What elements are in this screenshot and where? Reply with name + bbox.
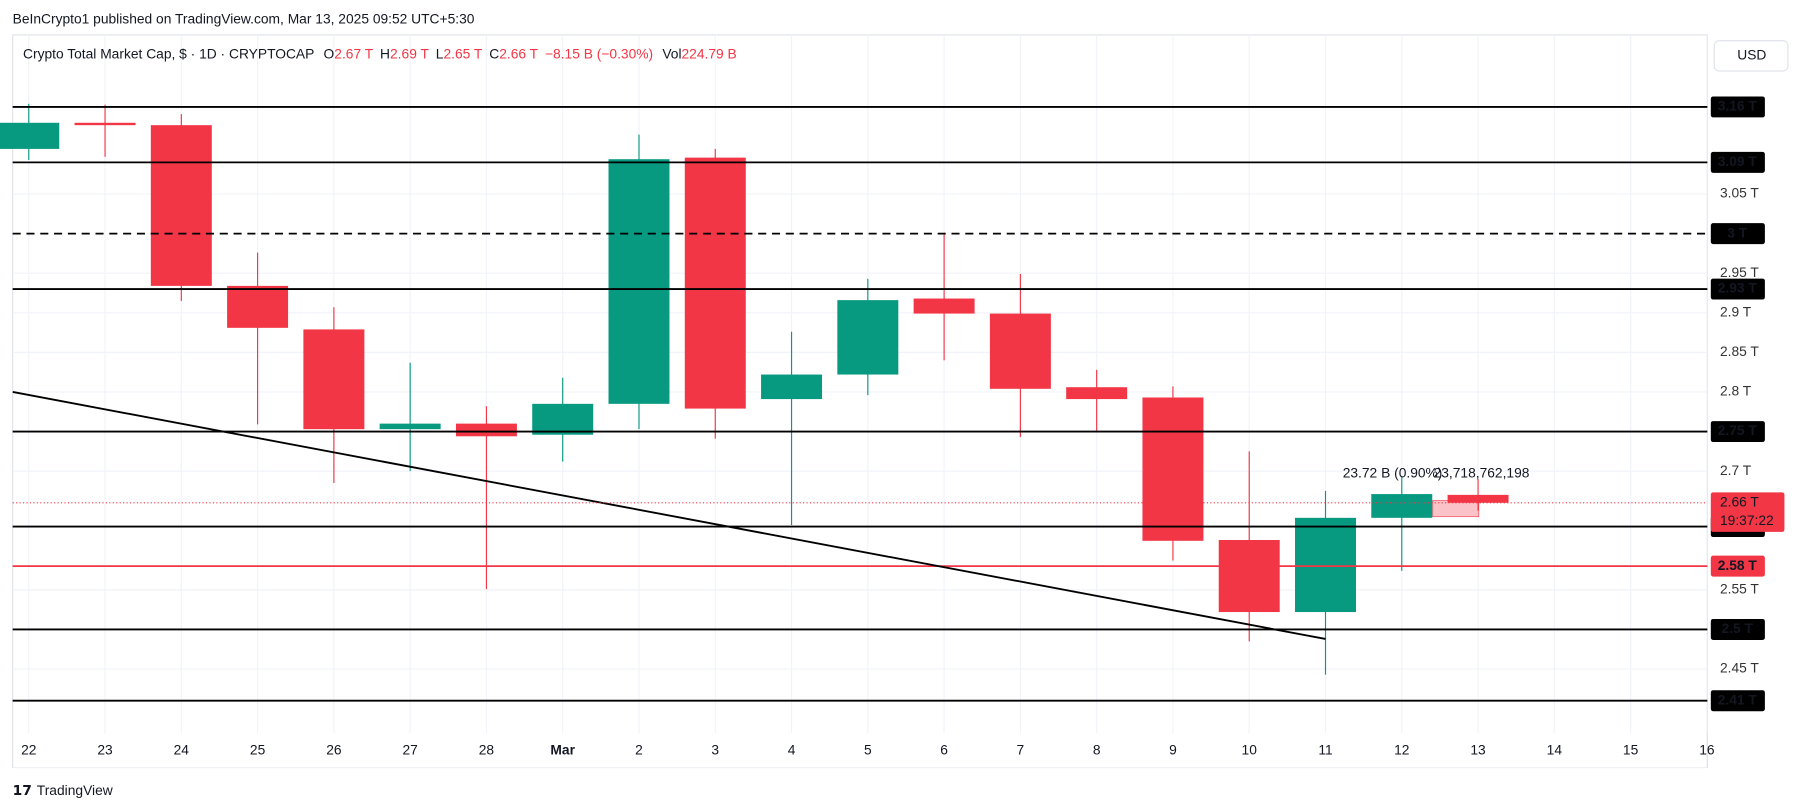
candle-body [227,285,289,328]
legend-key: H [380,45,390,61]
x-tick-label: 8 [1093,741,1101,757]
x-tick-label: 2 [635,741,643,757]
candle-body [989,313,1051,389]
footer-bg [0,768,1804,803]
candle-body [532,403,594,435]
candle-body [0,122,60,149]
x-tick-label: 5 [864,741,872,757]
logo-mark: 𝟭𝟳 [13,782,32,798]
candle-body [1371,494,1433,518]
projection-box [1432,500,1480,518]
legend-volume: 224.79 B [682,45,737,61]
candle-body [455,423,517,437]
legend-value: 2.67 T [334,45,373,61]
candle-body [379,423,441,430]
footer-logo: TradingView [37,782,114,798]
legend-key: O [324,45,335,61]
candle-body [1066,387,1128,400]
x-tick-label: 10 [1242,741,1258,757]
level-tag [1710,555,1765,577]
level-tag [1710,151,1765,173]
candle-body [1142,397,1204,541]
y-tick-label: 2.9 T [1720,303,1752,319]
candle-body [150,125,212,286]
legend: Crypto Total Market Cap, $ · 1D · CRYPTO… [23,45,737,61]
last-price-label: 2.66 T [1720,493,1759,509]
level-label: 2.5 T [1722,620,1754,636]
x-tick-label: 27 [402,741,418,757]
last-price-tag [1710,492,1785,532]
trendline [12,391,1326,640]
candles [0,103,1509,675]
candle-body [837,300,899,375]
countdown: 19:37:22 [1720,512,1774,528]
x-tick-label: 4 [788,741,796,757]
candle-body [74,122,136,126]
candle-body [761,374,823,400]
level-label: 3 T [1727,224,1747,240]
legend-value: 2.69 T [390,45,429,61]
y-tick-label: 2.85 T [1720,343,1759,359]
legend-title: Crypto Total Market Cap, $ · 1D · CRYPTO… [23,45,314,61]
level-tag [1710,96,1765,118]
candle-body [608,159,670,404]
level-tag [1710,618,1765,640]
candle-body [1218,540,1280,613]
level-label: 2.75 T [1718,422,1758,438]
x-tick-label: 7 [1017,741,1025,757]
level-tag [1710,223,1765,245]
x-tick-label: 15 [1623,741,1639,757]
candle-body [1295,517,1356,613]
x-tick-label: 25 [250,741,266,757]
x-tick-label: 28 [479,741,495,757]
x-tick-label: 24 [174,741,190,757]
candle-body [303,329,365,430]
level-tag [1710,421,1765,443]
x-tick-label: Mar [550,741,575,757]
x-tick-label: 16 [1699,741,1715,757]
level-label: 2.93 T [1718,280,1758,296]
x-tick-label: 9 [1169,741,1177,757]
overlay: 3.16 T3.09 T3 T2.93 T2.75 T2.63 T2.58 T2… [12,96,1785,712]
currency-button[interactable] [1713,40,1789,72]
x-tick-label: 11 [1318,741,1333,757]
currency-label[interactable]: USD [1737,46,1766,62]
y-tick-label: 2.8 T [1720,383,1752,399]
x-tick-label: 12 [1394,741,1410,757]
level-label: 2.41 T [1718,691,1758,707]
x-tick-label: 23 [97,741,113,757]
legend-vol-key: Vol [662,45,681,61]
publish-header: BeInCrypto1 published on TradingView.com… [13,10,475,26]
y-tick-label: 3.05 T [1720,185,1759,201]
x-tick-label: 6 [940,741,948,757]
y-tick-label: 2.7 T [1720,462,1752,478]
x-tick-label: 3 [711,741,719,757]
y-tick-label: 2.45 T [1720,660,1759,676]
legend-key: L [436,45,444,61]
candle-body [1447,494,1509,503]
candle-body [684,157,746,409]
annotation: 23.72 B (0.90%) [1343,464,1443,480]
candle-body [913,298,975,314]
annotation: 23,718,762,198 [1434,464,1530,480]
x-tick-label: 22 [21,741,37,757]
legend-change: −8.15 B (−0.30%) [545,45,653,61]
x-tick-label: 13 [1470,741,1486,757]
x-tick-label: 14 [1547,741,1563,757]
level-tag [1710,278,1765,300]
x-tick-label: 26 [326,741,342,757]
level-label: 3.16 T [1718,98,1758,114]
level-tag [1710,690,1765,712]
level-label: 2.58 T [1718,557,1758,573]
legend-value: 2.65 T [443,45,482,61]
level-label: 3.09 T [1718,153,1758,169]
y-tick-label: 2.55 T [1720,580,1759,596]
legend-key: C [489,45,499,61]
legend-value: 2.66 T [499,45,538,61]
y-tick-label: 2.95 T [1720,264,1759,280]
